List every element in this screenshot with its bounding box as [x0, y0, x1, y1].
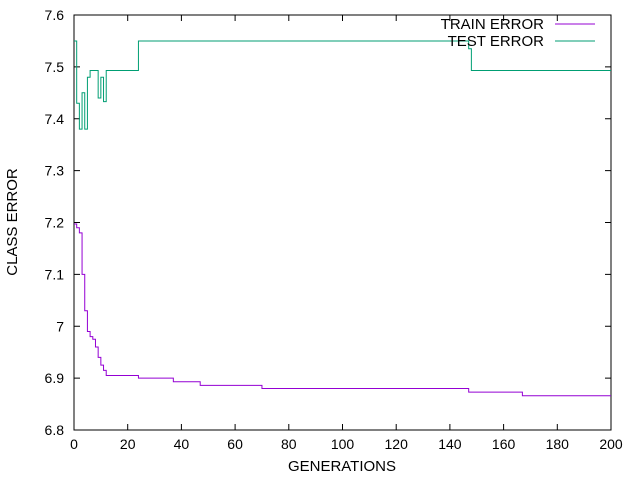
x-tick-label: 120 — [385, 436, 409, 452]
x-axis-label: GENERATIONS — [288, 458, 396, 475]
y-tick-label: 6.9 — [45, 370, 65, 386]
x-tick-label: 160 — [492, 436, 516, 452]
y-axis-ticks: 6.8 6.9 7 7.1 7.2 7.3 7.4 7.5 7.6 — [45, 7, 611, 438]
x-tick-label: 180 — [546, 436, 570, 452]
y-tick-label: 7.6 — [45, 7, 65, 23]
plot-frame — [73, 14, 612, 431]
y-tick-label: 7.5 — [45, 59, 65, 75]
legend-label: TRAIN ERROR — [441, 16, 545, 33]
y-axis-label: CLASS ERROR — [4, 168, 21, 276]
y-tick-label: 7 — [56, 318, 64, 334]
x-tick-label: 0 — [70, 436, 78, 452]
x-tick-label: 60 — [227, 436, 243, 452]
y-tick-label: 7.1 — [45, 266, 65, 282]
x-tick-label: 40 — [174, 436, 190, 452]
y-tick-label: 7.4 — [45, 111, 65, 127]
x-tick-label: 20 — [120, 436, 136, 452]
x-tick-label: 100 — [331, 436, 355, 452]
x-axis-ticks: 0 20 40 60 80 100 120 140 160 180 200 — [70, 15, 623, 452]
plot-frame-group — [73, 14, 612, 431]
legend-label: TEST ERROR — [448, 33, 545, 50]
series-line-0 — [74, 223, 611, 397]
series-layer — [74, 40, 611, 397]
x-tick-label: 80 — [281, 436, 297, 452]
x-tick-label: 200 — [599, 436, 623, 452]
x-tick-label: 140 — [438, 436, 462, 452]
series-line-1 — [74, 40, 611, 130]
y-tick-label: 7.3 — [45, 163, 65, 179]
y-tick-label: 6.8 — [45, 422, 65, 438]
y-tick-label: 7.2 — [45, 215, 65, 231]
